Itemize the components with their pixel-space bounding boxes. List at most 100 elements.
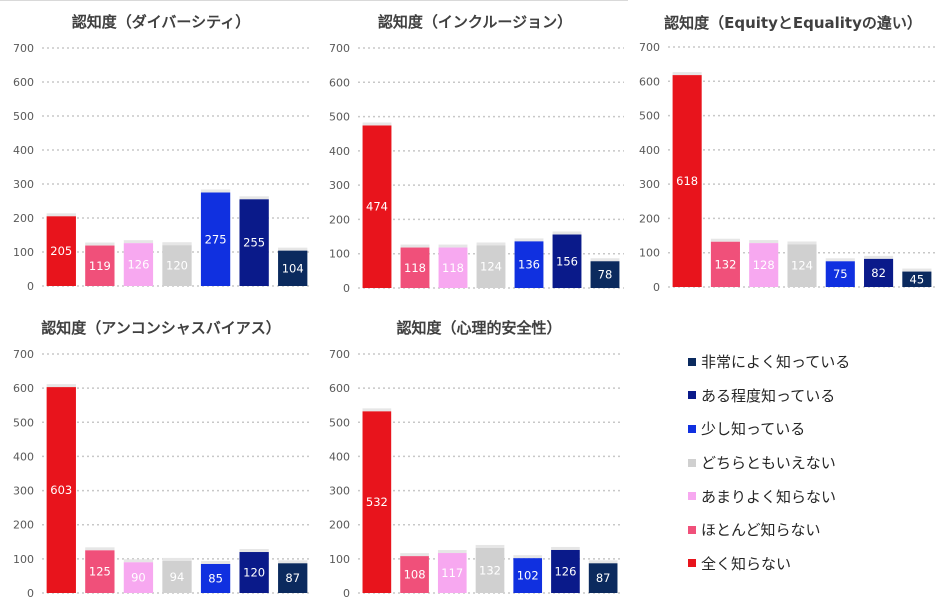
bar	[123, 562, 154, 593]
bar	[200, 563, 231, 593]
chart-equity-equality: 認知度（EquityとEqualityの違い） 0 100 200 300 400 500 6…	[639, 14, 936, 294]
y-tick-label: 400	[329, 450, 350, 463]
y-tick-label: 200	[639, 212, 660, 225]
data-label: 532	[366, 495, 388, 509]
bar	[278, 250, 308, 286]
legend-item: 少し知っている	[688, 412, 938, 446]
bar	[438, 247, 468, 288]
y-tick-label: 0	[27, 587, 34, 600]
legend-item: ほとんど知らない	[688, 513, 938, 547]
legend: 非常によく知っている ある程度知っている 少し知っている どちらともいえない あ…	[688, 345, 938, 580]
data-label: 120	[243, 566, 265, 580]
legend-item: あまりよく知らない	[688, 479, 938, 513]
bar	[162, 245, 192, 286]
chart-title: 認知度（ダイバーシティ）	[72, 13, 251, 31]
data-label: 156	[556, 254, 578, 268]
y-tick-label: 200	[329, 519, 350, 532]
bar	[46, 216, 76, 286]
bar	[552, 234, 582, 288]
bar-shadow	[162, 242, 192, 246]
chart-panel-diversity: 認知度（ダイバーシティ） 0 100 200 300 400 500 600 700 205 119…	[0, 0, 318, 300]
bar-shadow	[46, 213, 76, 217]
bar	[475, 547, 505, 593]
data-label: 132	[714, 257, 736, 271]
y-tick-label: 400	[329, 145, 350, 158]
legend-label: ほとんど知らない	[701, 521, 821, 540]
bar	[513, 558, 543, 593]
y-tick-label: 0	[343, 282, 350, 295]
y-tick-label: 400	[639, 144, 660, 157]
bar-shadow	[475, 544, 505, 548]
bar-shadow	[123, 240, 154, 244]
bar-shadow	[476, 242, 506, 246]
chart-inclusion: 認知度（インクルージョン） 0 100 200 300 400 500 600 700 474 11…	[329, 13, 624, 295]
bar	[588, 563, 618, 593]
bar	[551, 549, 580, 593]
chart-diversity: 認知度（ダイバーシティ） 0 100 200 300 400 500 600 700 205 119…	[13, 13, 312, 293]
data-label: 117	[441, 566, 463, 580]
y-tick-label: 600	[639, 75, 660, 88]
data-label: 87	[285, 571, 300, 585]
chart-panel-psychological-safety: 認知度（心理的安全性） 0 100 200 300 400 500 600 700 532 108 1…	[318, 308, 636, 609]
y-tick-label: 500	[13, 416, 34, 429]
bar	[787, 244, 817, 287]
y-tick-label: 0	[343, 587, 350, 600]
bar-shadow	[400, 244, 430, 248]
y-tick-label: 200	[13, 212, 34, 225]
bar	[85, 550, 115, 593]
bar	[902, 271, 932, 287]
data-label: 104	[282, 261, 304, 275]
bar	[514, 241, 544, 288]
bar-shadow	[362, 408, 392, 412]
bar-shadow	[239, 196, 269, 200]
data-label: 78	[598, 268, 613, 282]
data-label: 255	[243, 236, 265, 250]
data-label: 275	[205, 232, 227, 246]
bar-shadow	[551, 546, 580, 550]
data-label: 474	[366, 200, 388, 214]
data-label: 118	[442, 261, 464, 275]
y-tick-label: 700	[13, 348, 34, 361]
bar	[400, 556, 429, 593]
bar-shadow	[902, 268, 932, 272]
bar	[362, 411, 392, 593]
y-tick-label: 100	[13, 553, 34, 566]
data-label: 132	[479, 563, 501, 577]
y-tick-label: 300	[639, 178, 660, 191]
data-label: 85	[208, 571, 223, 585]
y-tick-label: 200	[329, 213, 350, 226]
data-label: 75	[833, 267, 848, 281]
chart-title: 認知度（アンコンシャスバイアス）	[41, 319, 280, 337]
bar	[400, 247, 430, 288]
data-label: 118	[404, 261, 426, 275]
y-tick-label: 300	[329, 179, 350, 192]
y-tick-label: 700	[639, 41, 660, 54]
bar	[200, 192, 231, 286]
data-label: 120	[166, 259, 188, 273]
bar-shadow	[239, 549, 269, 553]
data-label: 124	[791, 259, 813, 273]
legend-item: 非常によく知っている	[688, 345, 938, 379]
bar-shadow	[437, 550, 467, 554]
legend-item: 全く知らない	[688, 547, 938, 581]
bar-shadow	[552, 231, 582, 235]
data-label: 119	[89, 259, 111, 273]
data-label: 94	[170, 570, 185, 584]
bar-shadow	[749, 240, 779, 244]
bar-shadow	[278, 247, 308, 251]
data-label: 102	[517, 569, 539, 583]
y-tick-label: 500	[329, 416, 350, 429]
legend-label: 全く知らない	[701, 554, 792, 573]
bar	[864, 258, 894, 287]
chart-panel-unconscious-bias: 認知度（アンコンシャスバイアス） 0 100 200 300 400 500 600 700 60…	[0, 308, 318, 609]
data-label: 90	[131, 571, 146, 585]
y-tick-label: 100	[329, 553, 350, 566]
bar	[476, 245, 506, 288]
bar	[825, 261, 855, 287]
bar-shadow	[513, 555, 543, 559]
bar	[710, 241, 740, 287]
bar-shadow	[200, 189, 231, 193]
legend-swatch	[688, 492, 696, 501]
bar	[362, 125, 392, 288]
y-tick-label: 300	[13, 485, 34, 498]
